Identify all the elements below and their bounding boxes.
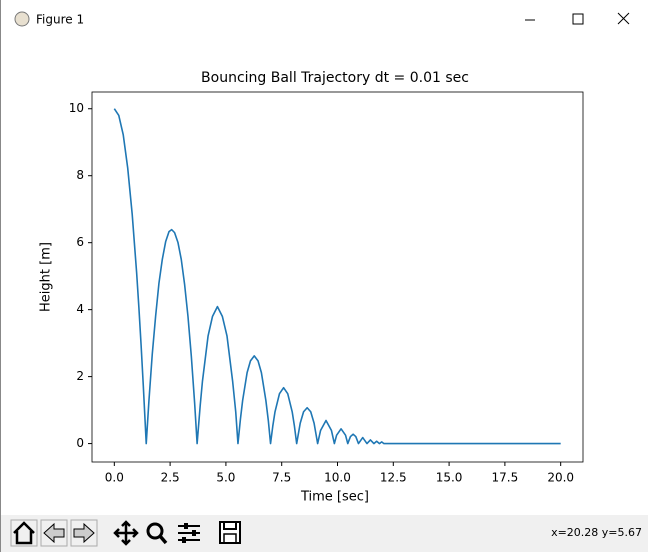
zoom-button[interactable]	[146, 522, 168, 545]
x-tick-label: 15.0	[436, 471, 463, 485]
back-button[interactable]	[40, 519, 68, 547]
y-tick-label: 8	[76, 168, 84, 182]
trajectory-line	[113, 108, 561, 445]
x-tick-label: 2.5	[161, 471, 180, 485]
cursor-coordinates: x=20.28 y=5.67	[551, 526, 642, 539]
y-tick-label: 10	[69, 101, 84, 115]
app-icon	[14, 11, 30, 27]
window-title: Figure 1	[36, 13, 84, 27]
pan-button[interactable]	[113, 520, 139, 546]
x-tick-label: 17.5	[492, 471, 519, 485]
y-tick-label: 0	[76, 436, 84, 450]
plot-frame	[91, 91, 584, 463]
home-button[interactable]	[10, 519, 38, 547]
chart-title: Bouncing Ball Trajectory dt = 0.01 sec	[201, 70, 469, 86]
maximize-button[interactable]	[572, 13, 584, 25]
close-button[interactable]	[617, 12, 630, 25]
toolbar	[1, 515, 648, 552]
x-tick-label: 5.0	[216, 471, 235, 485]
x-tick-label: 10.0	[324, 471, 351, 485]
x-axis-label: Time [sec]	[300, 490, 369, 505]
x-tick-label: 7.5	[272, 471, 291, 485]
y-tick-label: 2	[76, 369, 84, 383]
chart: Bouncing Ball Trajectory dt = 0.01 sec T…	[39, 70, 584, 505]
y-axis-label: Height [m]	[39, 242, 54, 312]
configure-button[interactable]	[178, 523, 200, 543]
y-tick-label: 6	[76, 235, 84, 249]
x-tick-label: 20.0	[547, 471, 574, 485]
x-tick-label: 12.5	[380, 471, 407, 485]
x-tick-label: 0.0	[105, 471, 124, 485]
y-tick-label: 4	[76, 302, 84, 316]
forward-button[interactable]	[70, 519, 98, 547]
save-button[interactable]	[219, 521, 241, 544]
